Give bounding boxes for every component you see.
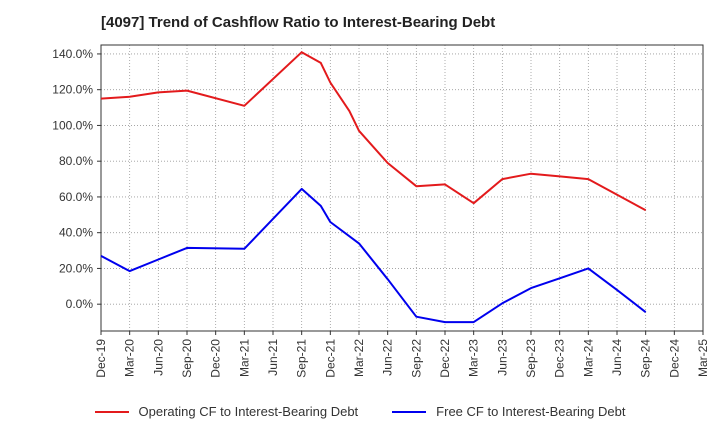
x-tick-label: Dec-23 xyxy=(553,339,567,378)
x-tick-label: Dec-21 xyxy=(323,339,337,378)
x-tick-label: Sep-22 xyxy=(409,339,423,378)
x-tick-label: Jun-23 xyxy=(495,339,509,376)
chart-title: [4097] Trend of Cashflow Ratio to Intere… xyxy=(101,14,496,31)
x-tick-label: Dec-19 xyxy=(94,339,108,378)
x-tick-label: Mar-24 xyxy=(581,339,595,377)
y-tick-label: 0.0% xyxy=(66,297,94,311)
plot-area xyxy=(100,44,704,332)
y-tick-label: 80.0% xyxy=(59,154,93,168)
y-tick-label: 100.0% xyxy=(52,118,93,132)
y-tick-label: 140.0% xyxy=(52,47,93,61)
legend-swatch-free-cf xyxy=(392,410,427,413)
x-tick-label: Jun-24 xyxy=(610,339,624,376)
x-tick-label: Mar-21 xyxy=(237,339,251,377)
x-tick-label: Mar-25 xyxy=(696,339,710,377)
x-tick-label: Jun-22 xyxy=(381,339,395,376)
legend-label-operating-cf: Operating CF to Interest-Bearing Debt xyxy=(138,404,359,419)
x-tick-label: Mar-20 xyxy=(123,339,137,377)
legend-item-operating-cf: Operating CF to Interest-Bearing Debt xyxy=(94,404,359,419)
y-tick-label: 20.0% xyxy=(59,261,93,275)
x-tick-label: Mar-22 xyxy=(352,339,366,377)
x-tick-label: Mar-23 xyxy=(467,339,481,377)
x-tick-label: Jun-21 xyxy=(266,339,280,376)
y-tick-label: 40.0% xyxy=(59,226,93,240)
series-line-operating-cf xyxy=(100,51,647,212)
x-tick-label: Dec-24 xyxy=(667,339,681,378)
x-tick-label: Dec-20 xyxy=(209,339,223,378)
x-tick-label: Sep-23 xyxy=(524,339,538,378)
x-tick-label: Dec-22 xyxy=(438,339,452,378)
legend-label-free-cf: Free CF to Interest-Bearing Debt xyxy=(436,404,626,419)
series-line-free-cf xyxy=(100,187,647,324)
legend: Operating CF to Interest-Bearing Debt Fr… xyxy=(0,404,720,419)
legend-swatch-operating-cf xyxy=(94,410,129,413)
y-tick-label: 60.0% xyxy=(59,190,93,204)
x-tick-label: Sep-24 xyxy=(639,339,653,378)
y-tick-label: 120.0% xyxy=(52,83,93,97)
legend-item-free-cf: Free CF to Interest-Bearing Debt xyxy=(392,404,625,419)
x-tick-label: Sep-20 xyxy=(180,339,194,378)
x-tick-label: Jun-20 xyxy=(151,339,165,376)
x-tick-label: Sep-21 xyxy=(295,339,309,378)
